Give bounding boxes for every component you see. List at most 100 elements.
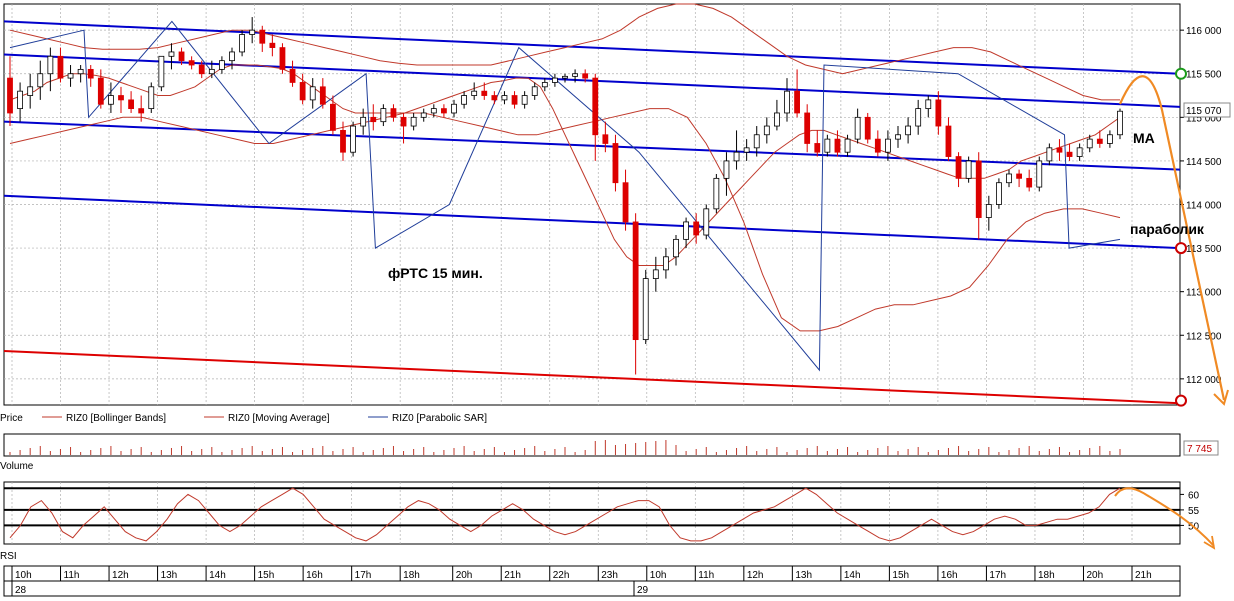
candle-body: [713, 177, 720, 210]
candle: [703, 204, 710, 240]
candle-body: [239, 34, 245, 53]
candle: [844, 134, 851, 157]
price-y-tick-label: 112 500: [1186, 331, 1222, 342]
candle: [67, 65, 74, 87]
candle-body: [47, 55, 54, 75]
candle: [128, 91, 134, 113]
trend-channel-lines: [3, 20, 1181, 405]
candle: [178, 47, 185, 66]
candle: [17, 82, 23, 122]
time-tick-label: 17h: [989, 570, 1006, 581]
candle-body: [319, 86, 326, 105]
current-price-label: 115 070: [1186, 106, 1222, 117]
candle-body: [118, 95, 124, 101]
candle-body: [844, 138, 851, 153]
day-label: 28: [15, 585, 27, 596]
forecast-marker-red-mid: [1175, 242, 1187, 255]
rsi-line: [9, 487, 1121, 542]
candle-body: [602, 134, 609, 144]
candle-body: [1086, 138, 1093, 149]
candle-body: [158, 55, 165, 88]
bollinger-upper-path: [9, 3, 1120, 101]
candle-body: [996, 182, 1002, 205]
time-tick-label: 22h: [553, 570, 570, 581]
candle-body: [622, 182, 629, 223]
candle: [87, 65, 94, 87]
candle: [360, 108, 367, 135]
candle: [663, 248, 669, 279]
candle: [309, 78, 316, 109]
candle: [652, 256, 659, 292]
candle: [390, 104, 397, 122]
candle: [198, 60, 205, 79]
time-tick-label: 15h: [892, 570, 909, 581]
candle: [330, 95, 336, 135]
price-y-axis: 116 000 115 500 115 000 114 500 114 000 113 5…: [1180, 26, 1222, 386]
candle-body: [794, 90, 800, 114]
candle: [975, 152, 982, 240]
candle: [461, 91, 467, 109]
candle-body: [420, 112, 427, 118]
candle-body: [521, 95, 528, 105]
price-forecast-arrowhead: [1213, 389, 1229, 406]
rsi-y-tick-label: 55: [1188, 506, 1200, 517]
time-tick-label: 23h: [601, 570, 618, 581]
candle: [562, 73, 568, 83]
candle: [693, 213, 700, 244]
candle: [370, 104, 377, 131]
time-tick-label: 13h: [795, 570, 812, 581]
candle-body: [168, 51, 175, 57]
candle-body: [804, 112, 811, 144]
rsi-label: RSI: [0, 551, 17, 562]
candle: [864, 112, 871, 144]
candle: [289, 60, 296, 87]
price-forecast-curve: [1118, 75, 1226, 401]
candle-body: [400, 116, 407, 127]
candle: [1086, 134, 1093, 153]
candle: [874, 130, 881, 157]
candle: [612, 134, 619, 192]
candle-body: [380, 108, 387, 123]
time-tick-label: 16h: [306, 570, 323, 581]
candle: [521, 91, 528, 109]
price-y-tick-label: 115 000: [1186, 113, 1222, 124]
price-y-tick-label: 113 500: [1186, 244, 1222, 255]
candle-body: [138, 108, 145, 114]
candle: [118, 86, 124, 113]
time-tick-label: 14h: [209, 570, 226, 581]
trend-line-middle: [3, 120, 1181, 171]
candle-body: [471, 90, 478, 96]
forecast-arrows: [1118, 75, 1229, 406]
time-tick-label: 18h: [403, 570, 420, 581]
candle-body: [7, 77, 13, 114]
candle: [683, 217, 689, 249]
candle-body: [905, 125, 911, 136]
candle: [148, 82, 155, 113]
candle: [319, 78, 326, 109]
candle: [299, 73, 306, 105]
moving-average-line: [9, 64, 1121, 266]
time-tick-label: 16h: [941, 570, 958, 581]
candle-body: [451, 103, 457, 114]
candle-body: [198, 64, 205, 75]
candle: [340, 121, 346, 161]
candle: [441, 104, 447, 118]
candle-body: [864, 116, 871, 140]
candle: [1117, 108, 1123, 140]
candle-body: [350, 125, 356, 153]
candle: [1076, 143, 1083, 161]
candle-body: [652, 269, 659, 279]
candle-body: [763, 125, 770, 136]
candle: [208, 60, 215, 79]
rsi-y-tick-label: 60: [1188, 490, 1200, 501]
candle-body: [673, 238, 679, 258]
bollinger-lower-path: [9, 108, 1121, 332]
candle: [1066, 143, 1073, 161]
parabolic-sar-line: [9, 20, 1121, 372]
ma-annotation: MA: [1133, 130, 1155, 146]
candle: [713, 173, 720, 214]
trend-line-mid-upper: [3, 53, 1181, 108]
price-legend: Price RIZ0 [Bollinger Bands] RIZ0 [Movin…: [0, 413, 487, 424]
candle-body: [874, 138, 881, 153]
candle: [673, 235, 679, 266]
